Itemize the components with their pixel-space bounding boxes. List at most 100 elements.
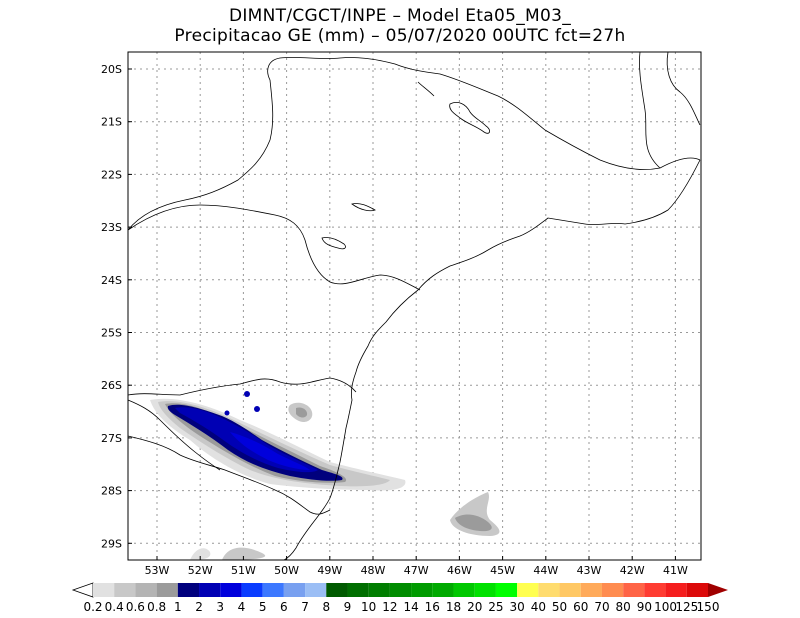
colorbar-label: 0.2 <box>83 600 102 614</box>
colorbar-label: 150 <box>697 600 720 614</box>
colorbar-label: 12 <box>382 600 397 614</box>
lat-label: 20S <box>101 63 122 76</box>
colorbar-label: 10 <box>361 600 376 614</box>
map-title-line1: DIMNT/CGCT/INPE – Model Eta05_M03_ <box>228 6 572 26</box>
political-boundaries <box>127 51 701 561</box>
colorbar-label: 1 <box>174 600 182 614</box>
lat-label: 22S <box>101 168 122 181</box>
precipitation-field <box>150 391 500 560</box>
colorbar-label: 30 <box>509 600 524 614</box>
colorbar-min-arrow <box>71 582 94 598</box>
colorbar-label: 20 <box>467 600 482 614</box>
colorbar-box <box>177 583 200 597</box>
reservoir-small <box>417 81 435 97</box>
longitude-labels: 53W 52W 51W 50W 49W 48W 47W 46W 45W 44W 43W 42W 41W <box>145 556 688 577</box>
colorbar-box <box>474 583 496 597</box>
colorbar-box <box>580 583 602 597</box>
colorbar-box <box>538 583 560 597</box>
lat-label: 25S <box>101 327 122 340</box>
lon-label: 50W <box>274 564 299 577</box>
colorbar-box <box>135 583 157 597</box>
lat-lon-grid <box>128 52 701 560</box>
colorbar-label: 100 <box>654 600 677 614</box>
border-sc-rs <box>127 435 331 515</box>
colorbar-box <box>495 583 518 597</box>
precip-dot-1 <box>244 391 250 397</box>
colorbar-labels: 0.2 0.4 0.6 0.8 1 2 3 4 5 6 7 8 9 10 12 14 16 18 20 25 30 40 5… <box>83 600 719 614</box>
lon-label: 52W <box>188 564 213 577</box>
colorbar-label: 6 <box>280 600 288 614</box>
lon-label: 46W <box>447 564 472 577</box>
colorbar-label: 9 <box>344 600 352 614</box>
lon-label: 49W <box>317 564 342 577</box>
border-rj-es <box>666 51 701 126</box>
map-title-line2: Precipitacao GE (mm) – 05/07/2020 00UTC … <box>174 26 626 46</box>
precip-dot-3 <box>224 410 230 416</box>
colorbar-label: 2 <box>195 600 203 614</box>
lat-label: 26S <box>101 379 122 392</box>
colorbar-box <box>199 583 221 597</box>
border-mg-sp <box>127 57 701 231</box>
precip-dot-2 <box>254 406 260 412</box>
colorbar-label: 80 <box>616 600 631 614</box>
colorbar-label: 90 <box>637 600 652 614</box>
colorbar-label: 0.4 <box>105 600 124 614</box>
colorbar-box <box>156 583 178 597</box>
colorbar-box <box>283 583 306 597</box>
colorbar-box <box>644 583 666 597</box>
reservoir-central <box>321 237 346 250</box>
coastline <box>283 159 701 561</box>
precip-bottom-left <box>190 548 211 560</box>
colorbar-box <box>326 583 348 597</box>
lon-label: 41W <box>663 564 688 577</box>
precip-spot-east-core <box>296 407 308 418</box>
map-frame <box>127 51 702 561</box>
colorbar-box <box>432 583 454 597</box>
colorbar-box <box>93 583 115 597</box>
precip-area-3 <box>230 432 310 470</box>
border-sp-pr <box>127 204 421 291</box>
colorbar-box <box>623 583 645 597</box>
colorbar-label: 3 <box>216 600 224 614</box>
lon-label: 47W <box>404 564 429 577</box>
lon-label: 53W <box>145 564 170 577</box>
colorbar-label: 0.6 <box>126 600 145 614</box>
reservoir-north <box>449 102 490 134</box>
colorbar-label: 7 <box>301 600 309 614</box>
lat-label: 29S <box>101 537 122 550</box>
precipitation-colorbar <box>71 582 728 598</box>
colorbar-box <box>305 583 327 597</box>
colorbar-box <box>601 583 624 597</box>
border-north-mg <box>639 51 661 169</box>
colorbar-box <box>241 583 263 597</box>
colorbar-label: 50 <box>552 600 567 614</box>
colorbar-box <box>389 583 412 597</box>
lat-label: 23S <box>101 221 122 234</box>
colorbar-label: 16 <box>425 600 440 614</box>
colorbar-box <box>517 583 539 597</box>
colorbar-label: 14 <box>403 600 418 614</box>
lon-label: 44W <box>533 564 558 577</box>
colorbar-label: 8 <box>322 600 330 614</box>
colorbar-box <box>368 583 390 597</box>
reservoir-east <box>351 203 376 212</box>
colorbar-label: 70 <box>594 600 609 614</box>
lon-label: 51W <box>231 564 256 577</box>
colorbar-label: 0.8 <box>147 600 166 614</box>
colorbar-box <box>411 583 433 597</box>
lat-label: 24S <box>101 274 122 287</box>
colorbar-label: 18 <box>446 600 461 614</box>
lat-label: 28S <box>101 485 122 498</box>
lon-label: 45W <box>490 564 515 577</box>
border-argentina <box>127 399 221 471</box>
colorbar-max-arrow <box>708 583 728 597</box>
colorbar-box <box>220 583 242 597</box>
colorbar-label: 40 <box>531 600 546 614</box>
lon-label: 48W <box>361 564 386 577</box>
colorbar-label: 60 <box>573 600 588 614</box>
lon-label: 42W <box>620 564 645 577</box>
border-pr-sc <box>127 377 357 396</box>
colorbar-box <box>665 583 687 597</box>
colorbar-box <box>559 583 581 597</box>
